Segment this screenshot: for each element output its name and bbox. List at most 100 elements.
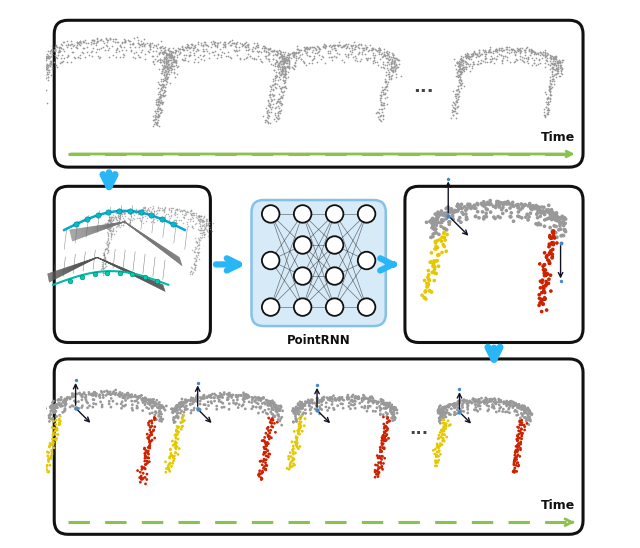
Point	[546, 207, 556, 215]
Point	[291, 410, 301, 419]
Point	[299, 58, 309, 67]
Point	[108, 36, 118, 45]
Point	[170, 448, 180, 457]
Point	[120, 45, 131, 54]
Point	[175, 398, 185, 407]
Point	[201, 41, 211, 49]
Point	[449, 399, 460, 408]
Point	[209, 38, 220, 47]
Point	[244, 393, 254, 402]
Point	[450, 104, 460, 112]
Point	[295, 442, 305, 451]
Point	[104, 227, 115, 236]
Point	[106, 403, 116, 412]
Point	[186, 40, 196, 49]
Point	[43, 47, 53, 55]
Point	[533, 49, 543, 58]
Point	[195, 220, 205, 229]
Point	[114, 207, 124, 215]
Point	[120, 212, 130, 220]
Point	[112, 399, 122, 408]
Point	[46, 440, 56, 449]
Point	[497, 397, 507, 406]
Point	[148, 203, 158, 212]
Point	[87, 47, 97, 55]
Point	[99, 250, 109, 259]
Point	[112, 44, 122, 53]
Point	[523, 413, 533, 421]
Point	[260, 52, 270, 60]
Point	[199, 221, 209, 230]
Point	[365, 392, 375, 401]
Point	[454, 76, 464, 85]
Point	[165, 47, 175, 55]
Point	[262, 118, 273, 127]
Point	[147, 399, 157, 408]
Point	[311, 401, 321, 410]
Point	[171, 444, 181, 453]
Point	[518, 404, 529, 413]
Point	[275, 49, 285, 58]
Point	[149, 218, 159, 226]
Point	[288, 454, 298, 463]
Point	[442, 408, 452, 416]
Point	[266, 419, 276, 427]
Point	[161, 59, 172, 67]
Point	[519, 421, 529, 430]
Point	[171, 430, 181, 439]
Point	[329, 52, 339, 61]
Point	[368, 44, 378, 53]
Point	[372, 45, 383, 54]
Point	[294, 404, 305, 413]
Point	[106, 390, 116, 399]
Point	[116, 218, 126, 227]
Point	[380, 78, 390, 87]
Point	[538, 50, 548, 59]
Point	[225, 53, 236, 61]
Point	[441, 419, 451, 428]
Point	[378, 90, 388, 99]
Point	[160, 406, 170, 414]
Point	[325, 395, 335, 403]
Point	[383, 50, 393, 59]
Point	[460, 202, 470, 211]
Point	[531, 204, 541, 213]
Point	[486, 395, 497, 403]
Point	[470, 50, 481, 59]
Point	[212, 405, 222, 414]
Point	[126, 45, 136, 54]
Point	[227, 391, 237, 399]
Point	[556, 68, 566, 77]
Point	[99, 254, 109, 263]
Point	[540, 295, 550, 304]
Point	[52, 63, 62, 72]
Point	[157, 86, 167, 95]
Point	[185, 399, 195, 408]
Point	[107, 212, 117, 221]
Point	[547, 254, 557, 262]
Point	[447, 400, 458, 409]
Point	[171, 404, 181, 413]
Point	[84, 388, 94, 397]
Point	[168, 408, 178, 416]
Point	[197, 226, 207, 235]
Point	[461, 53, 472, 62]
Point	[168, 413, 179, 422]
Point	[42, 61, 52, 70]
Point	[543, 50, 553, 59]
Point	[271, 407, 281, 415]
Point	[282, 54, 292, 63]
Point	[264, 90, 275, 99]
Point	[296, 412, 306, 421]
Point	[180, 43, 190, 52]
Point	[90, 388, 100, 397]
Point	[518, 56, 528, 65]
Point	[549, 79, 559, 88]
Point	[497, 55, 507, 64]
Point	[274, 406, 284, 415]
Point	[65, 39, 76, 48]
Point	[177, 44, 187, 53]
Point	[529, 58, 540, 67]
Point	[143, 419, 154, 427]
Point	[234, 400, 244, 409]
